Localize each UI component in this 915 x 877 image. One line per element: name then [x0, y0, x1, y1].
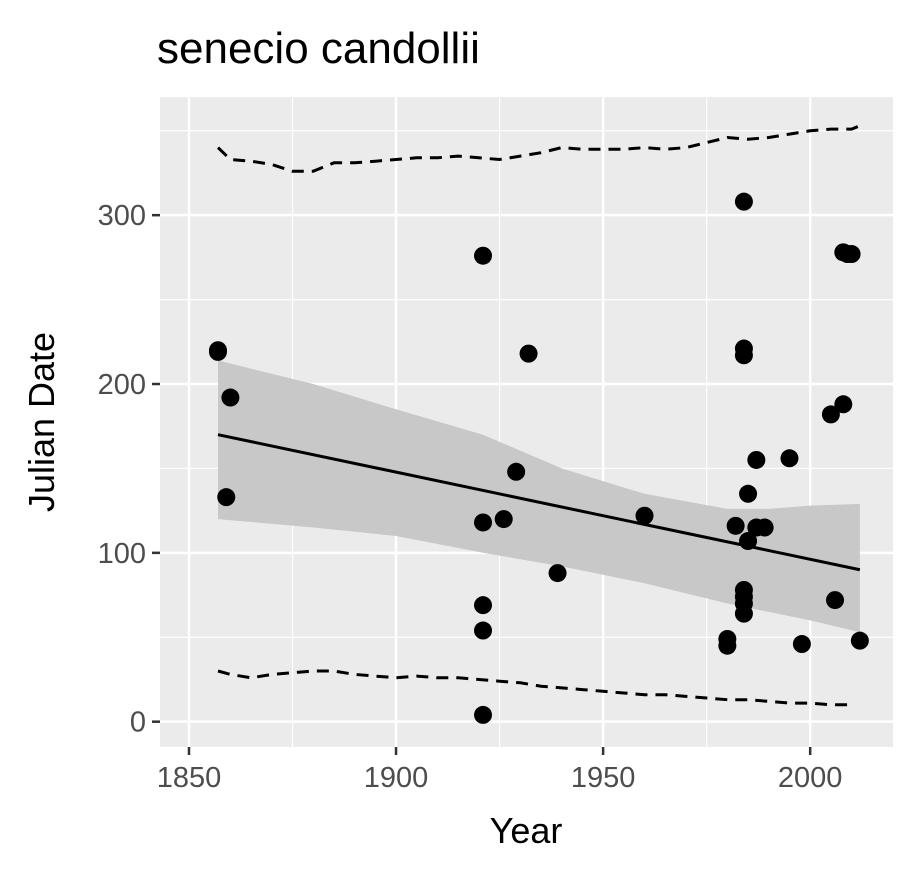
data-point: [718, 636, 737, 655]
data-point: [494, 510, 513, 529]
data-point: [821, 405, 840, 424]
x-axis: 1850 1900 1950 2000: [157, 747, 843, 794]
data-point: [474, 621, 493, 640]
data-point: [548, 564, 567, 583]
x-tick-label: 1900: [364, 762, 429, 794]
data-point: [208, 342, 227, 361]
upper-dashed-line: [216, 124, 861, 173]
data-point: [734, 192, 753, 211]
confidence-band: [218, 360, 860, 633]
data-point: [507, 462, 526, 481]
y-axis: 0 100 200 300: [98, 200, 160, 739]
y-tick-label: 100: [98, 538, 146, 570]
data-point: [739, 532, 758, 551]
chart-title: senecio candollii: [157, 24, 480, 73]
data-point: [734, 346, 753, 365]
data-point: [217, 488, 236, 507]
data-point: [474, 246, 493, 265]
data-point: [780, 449, 799, 468]
data-points: [208, 192, 869, 724]
major-gridlines: [160, 97, 893, 747]
data-point: [792, 635, 811, 654]
x-tick-label: 1850: [157, 762, 222, 794]
x-tick-label: 1950: [571, 762, 636, 794]
lower-dashed-line: [217, 669, 852, 707]
data-point: [519, 344, 538, 363]
data-point: [474, 596, 493, 615]
data-point: [755, 518, 774, 537]
data-point: [834, 395, 853, 414]
data-point: [221, 388, 240, 407]
x-tick-label: 2000: [778, 762, 843, 794]
data-point: [842, 245, 861, 264]
data-point: [850, 631, 869, 650]
data-point: [747, 450, 766, 469]
data-point: [726, 516, 745, 535]
data-point: [474, 513, 493, 532]
data-point: [474, 705, 493, 724]
y-tick-label: 300: [98, 200, 146, 232]
data-point: [734, 604, 753, 623]
y-tick-label: 0: [130, 707, 146, 739]
data-point: [739, 484, 758, 503]
y-axis-title: Julian Date: [21, 332, 62, 512]
minor-gridlines: [160, 97, 893, 747]
data-point: [826, 591, 845, 610]
data-point: [635, 506, 654, 525]
y-tick-label: 200: [98, 369, 146, 401]
x-axis-title: Year: [490, 810, 563, 851]
